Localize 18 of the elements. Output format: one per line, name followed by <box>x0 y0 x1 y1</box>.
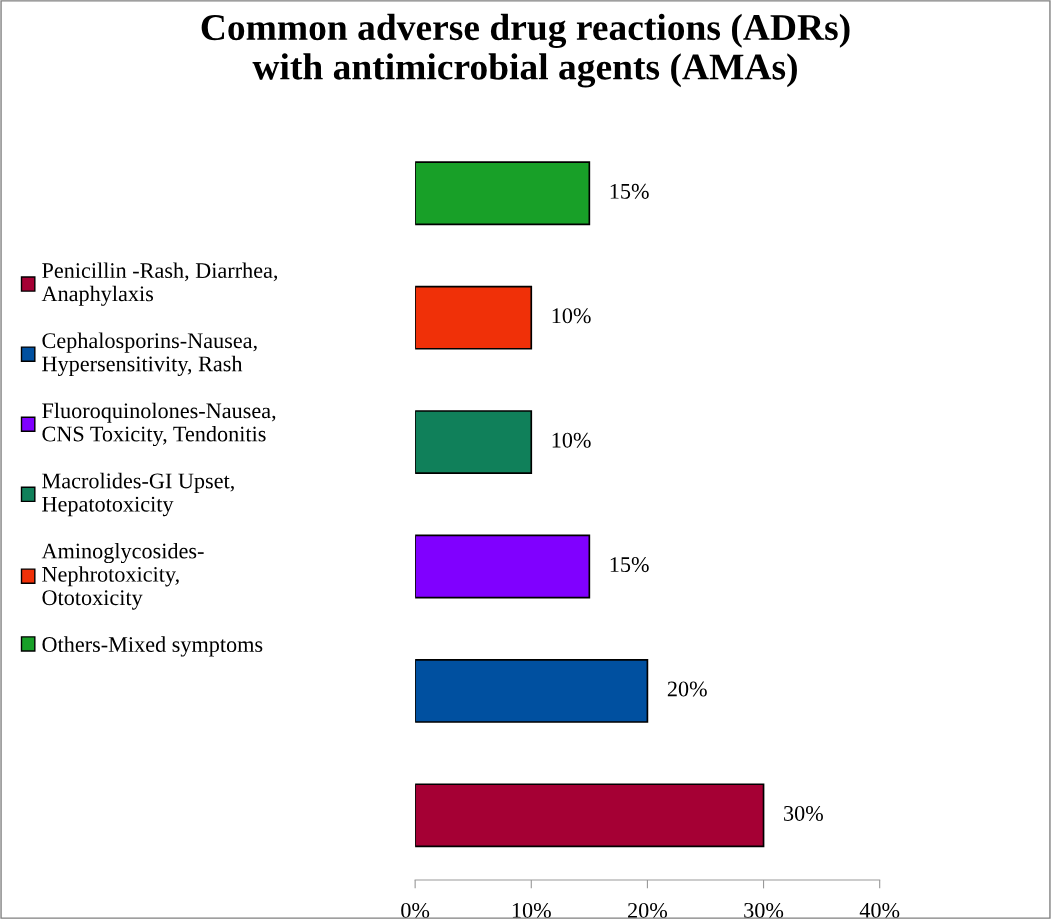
x-tick-label: 30% <box>744 902 784 918</box>
data-label: 15% <box>610 183 649 199</box>
legend-label: Aminoglycosides- Nephrotoxicity, Ototoxicity <box>41 542 204 610</box>
legend-label: Penicillin -Rash, Diarrhea, Anaphylaxis <box>41 262 278 306</box>
legend-label: Macrolides-GI Upset, Hepatotoxicity <box>42 472 234 517</box>
x-tick-label: 0% <box>401 902 430 918</box>
legend-label: Cephalosporins-Nausea, Hypersensitivity, Rash <box>42 332 257 376</box>
x-tick-label: 40% <box>859 902 900 918</box>
data-label: 15% <box>610 557 649 573</box>
data-label: 20% <box>667 681 707 697</box>
data-label: 30% <box>784 805 823 821</box>
x-tick-label: 20% <box>628 902 668 918</box>
data-label: 10% <box>552 432 591 448</box>
legend-label: Fluoroquinolones-Nausea, CNS Toxicity, Tendonitis <box>42 402 276 447</box>
data-label: 10% <box>552 308 591 324</box>
x-tick-label: 10% <box>512 902 551 918</box>
legend-label: Others-Mixed symptoms <box>42 636 263 657</box>
chart-title: Common adverse drug reactions (ADRs) with antimicrobial agents (AMAs) <box>201 13 850 88</box>
